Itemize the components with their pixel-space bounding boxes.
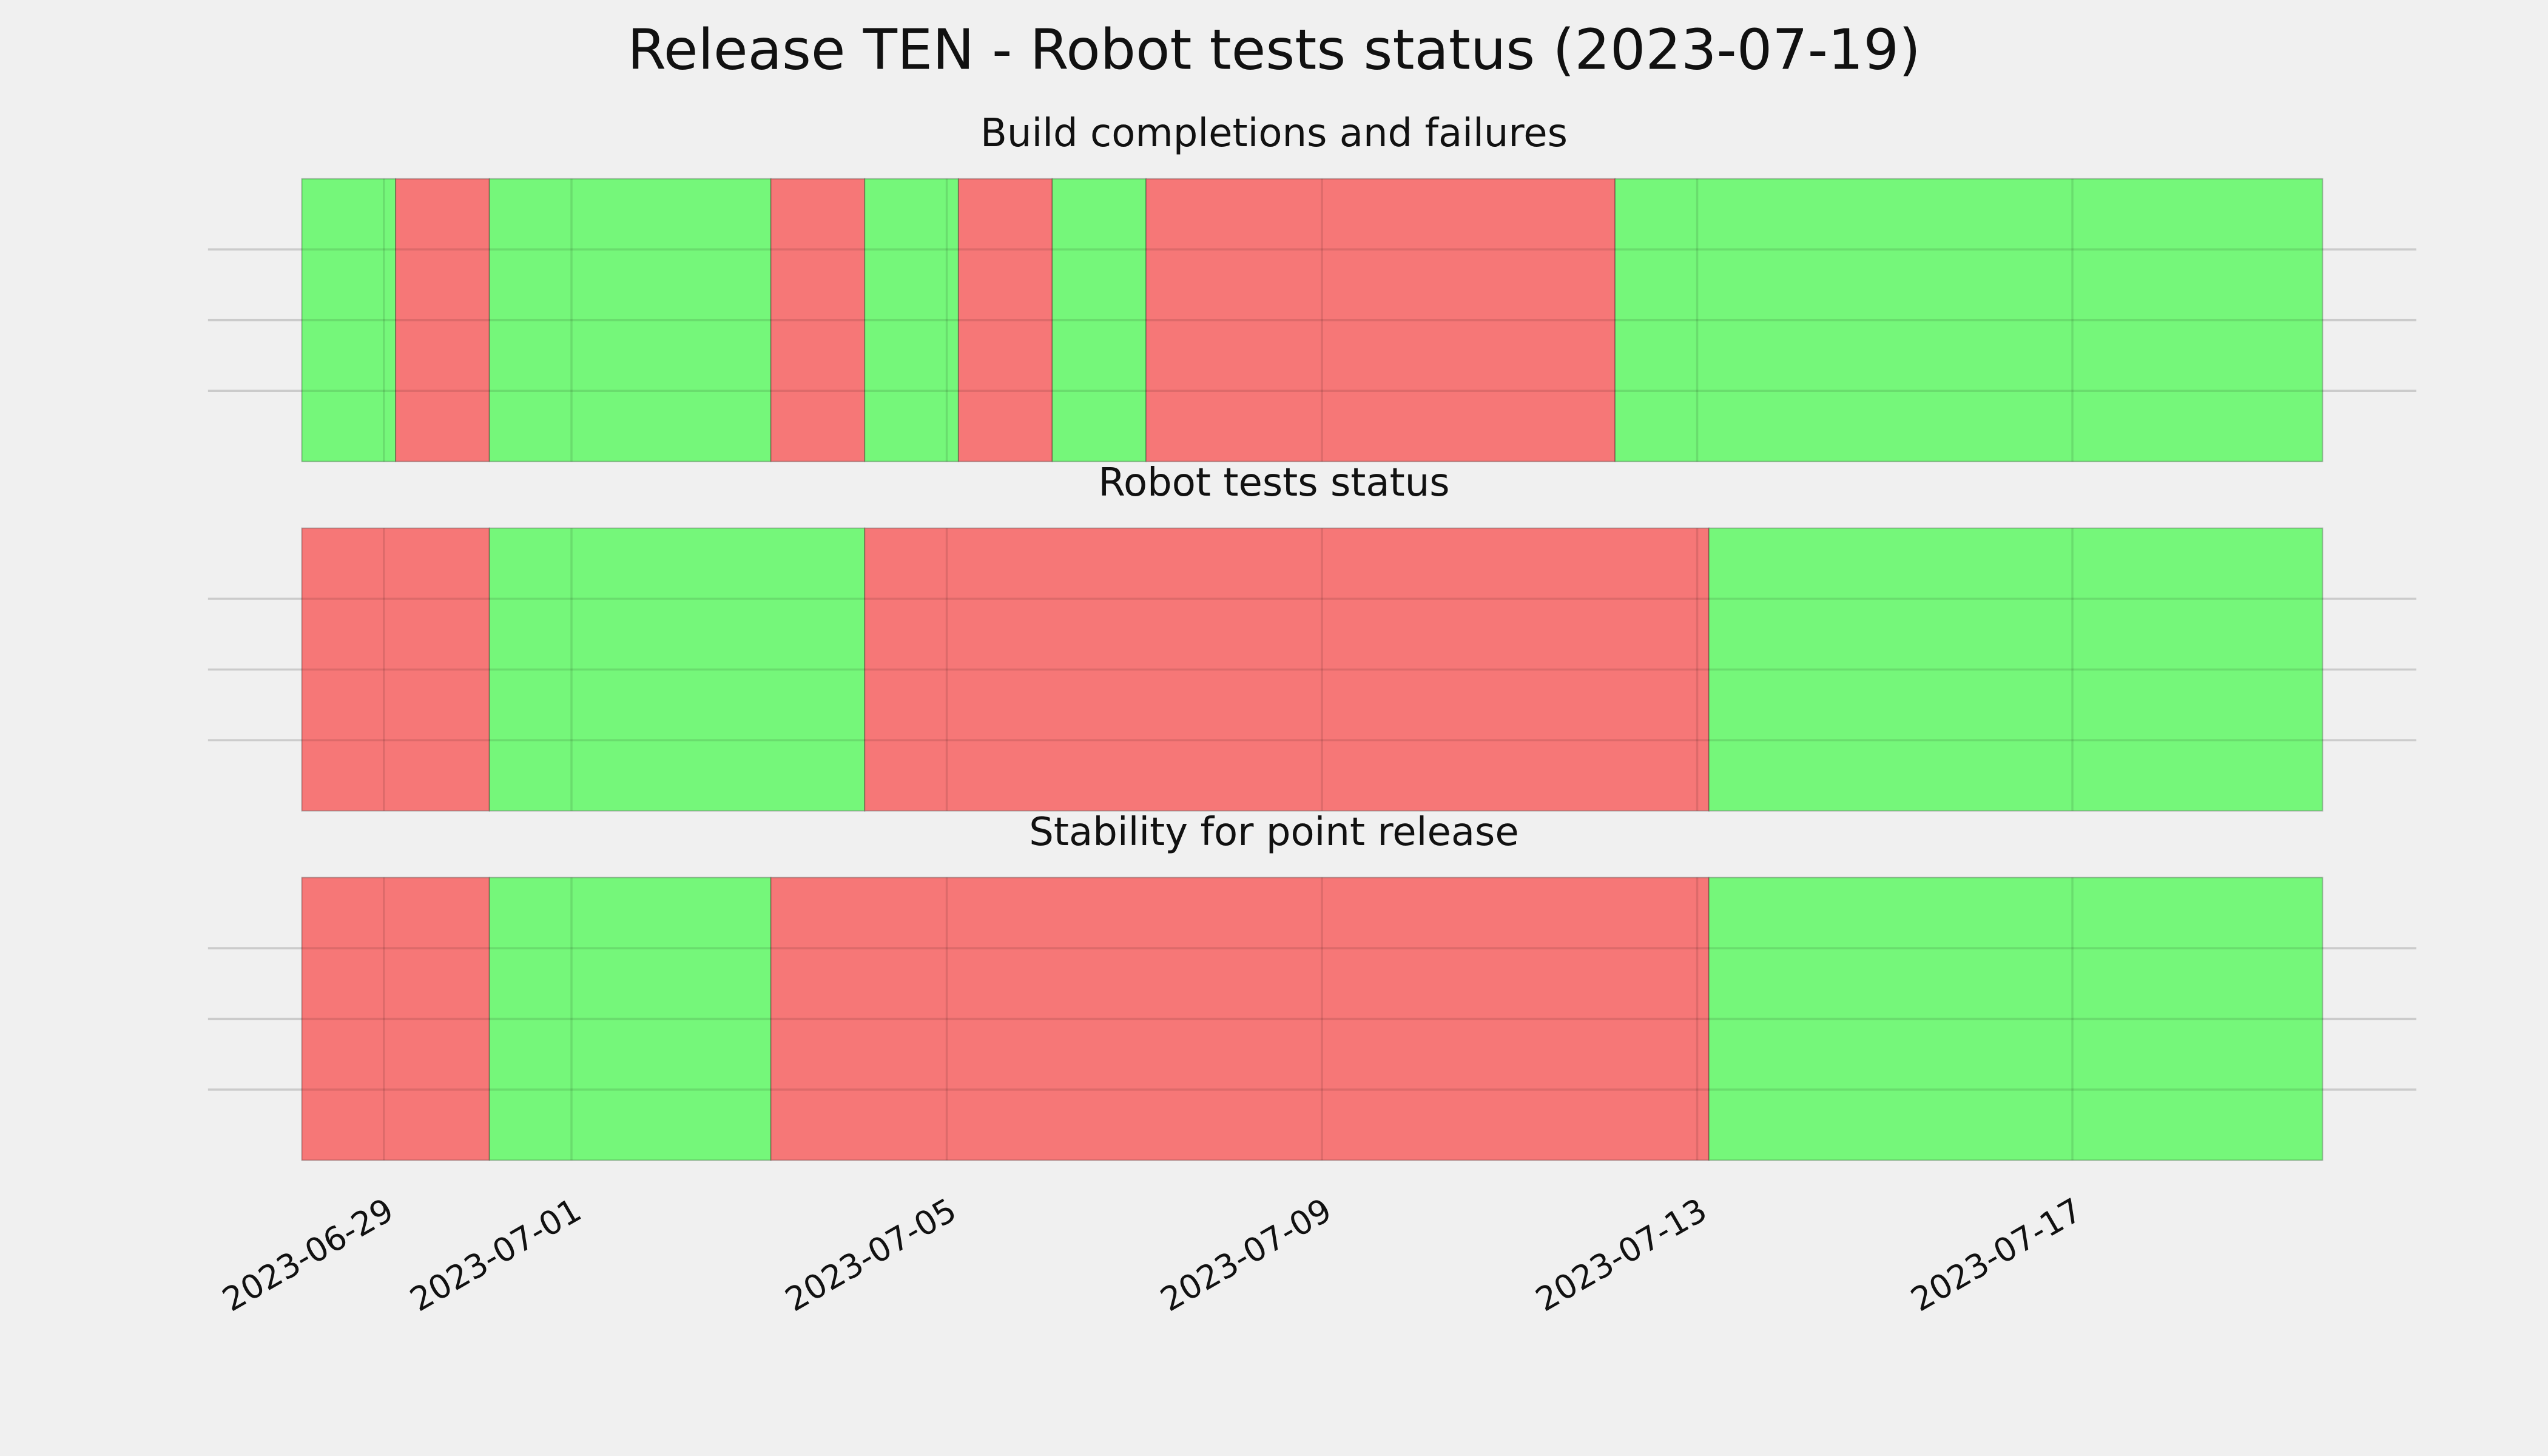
status-segment — [957, 178, 1053, 462]
status-segment — [1145, 178, 1616, 462]
status-segment — [770, 877, 1710, 1161]
panel-title: Robot tests status — [1098, 460, 1449, 505]
status-segment — [1051, 178, 1147, 462]
chart-title: Release TEN - Robot tests status (2023-0… — [627, 17, 1921, 82]
status-segment — [488, 178, 772, 462]
status-segment — [301, 178, 397, 462]
status-segment — [1614, 178, 2324, 462]
status-segment — [770, 178, 866, 462]
status-segment — [864, 178, 959, 462]
status-segment — [1708, 877, 2324, 1161]
status-segment — [864, 527, 1710, 812]
panel-title: Build completions and failures — [980, 111, 1568, 156]
panel-title: Stability for point release — [1029, 810, 1519, 855]
status-segment — [301, 527, 490, 812]
status-segment — [1708, 527, 2324, 812]
status-segment — [488, 877, 772, 1161]
status-segment — [301, 877, 490, 1161]
status-segment — [488, 527, 866, 812]
